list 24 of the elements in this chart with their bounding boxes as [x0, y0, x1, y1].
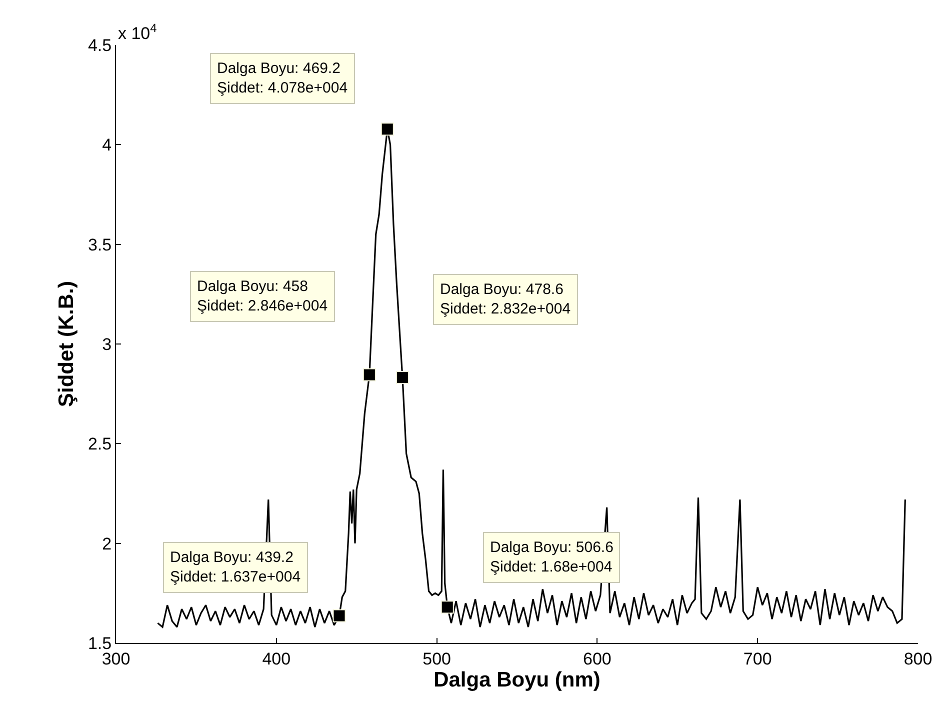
y-tick-label: 3 — [102, 334, 112, 354]
annotation: Dalga Boyu: 439.2 Şiddet: 1.637e+004 — [170, 549, 301, 586]
y-tick-label: 4.5 — [88, 36, 112, 55]
x-tick-label: 400 — [262, 649, 291, 668]
x-tick-label: 800 — [904, 649, 932, 668]
annotation: Dalga Boyu: 458 Şiddet: 2.846e+004 — [197, 278, 328, 314]
annotation: Dalga Boyu: 506.6 Şiddet: 1.68e+004 — [490, 539, 614, 576]
x-axis-title: Dalga Boyu (nm) — [434, 668, 600, 692]
point — [396, 370, 409, 384]
x-tick-label: 700 — [743, 649, 772, 668]
annotation: Dalga Boyu: 478.6 Şiddet: 2.832e+004 — [440, 281, 571, 318]
point — [380, 122, 394, 136]
y-axis-title: Şiddet (K.B.) — [55, 281, 78, 407]
point — [362, 368, 376, 382]
y-tick-label: 2 — [102, 534, 112, 554]
x-tick-label: 600 — [583, 649, 612, 668]
point — [440, 600, 454, 614]
y-tick-label: 2.5 — [88, 434, 112, 454]
annotation: Dalga Boyu: 469.2 Şiddet: 4.078e+004 — [217, 60, 348, 96]
x-tick-label: 500 — [422, 649, 451, 668]
point — [332, 609, 346, 622]
text: x 10$^{4}$ — [118, 21, 158, 44]
y-tick-label: 4 — [102, 136, 112, 155]
y-tick-label: 3.5 — [88, 235, 112, 254]
